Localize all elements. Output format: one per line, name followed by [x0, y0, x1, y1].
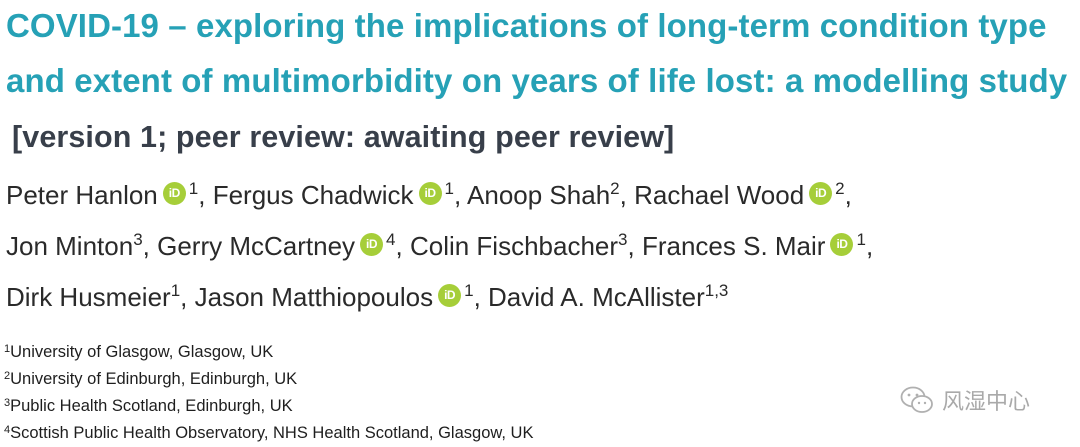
author[interactable]: Jon Minton — [6, 231, 134, 261]
watermark: 风湿中心 — [900, 384, 1030, 416]
author-line: Jon Minton3, Gerry McCartney iD 4, Colin F… — [6, 230, 874, 261]
orcid-icon[interactable]: iD — [418, 182, 442, 205]
affiliation: 3Public Health Scotland, Edinburgh, UK — [4, 397, 293, 415]
author[interactable]: Colin Fischbacher — [409, 231, 619, 261]
orcid-icon[interactable]: iD — [809, 182, 833, 205]
author[interactable]: Frances S. Mair — [641, 231, 826, 261]
author-line: Peter Hanlon iD 1, Fergus Chadwick iD 1, Ano… — [6, 179, 852, 210]
author[interactable]: Dirk Husmeier — [6, 282, 171, 312]
author-line: Dirk Husmeier1, Jason Matthiopoulos iD 1, … — [6, 281, 729, 312]
author[interactable]: Peter Hanlon — [6, 180, 158, 210]
orcid-icon[interactable]: iD — [360, 233, 384, 256]
watermark-text: 风湿中心 — [942, 390, 1031, 415]
author[interactable]: David A. McAllister — [488, 282, 705, 312]
author[interactable]: Rachael Wood — [634, 180, 805, 210]
article-title: COVID-19 – exploring the implications of… — [6, 0, 1080, 165]
author-list: Peter Hanlon iD 1, Fergus Chadwick iD 1, Ano… — [6, 170, 1076, 323]
orcid-icon[interactable]: iD — [162, 182, 186, 205]
wechat-icon — [900, 386, 933, 413]
author[interactable]: Jason Matthiopoulos — [194, 282, 434, 312]
orcid-icon[interactable]: iD — [438, 284, 462, 307]
affiliation-list: 1University of Glasgow, Glasgow, UK 2Uni… — [4, 339, 533, 447]
author[interactable]: Anoop Shah — [467, 180, 611, 210]
author[interactable]: Fergus Chadwick — [212, 180, 414, 210]
version-status: [version 1; peer review: awaiting peer r… — [12, 120, 675, 154]
affiliation: 1University of Glasgow, Glasgow, UK — [4, 343, 274, 361]
author[interactable]: Gerry McCartney — [157, 231, 356, 261]
orcid-icon[interactable]: iD — [830, 233, 854, 256]
affiliation: 2University of Edinburgh, Edinburgh, UK — [4, 370, 298, 388]
affiliation: 4Scottish Public Health Observatory, NHS… — [4, 424, 534, 442]
title-main: COVID-19 – exploring the implications of… — [6, 7, 1068, 99]
